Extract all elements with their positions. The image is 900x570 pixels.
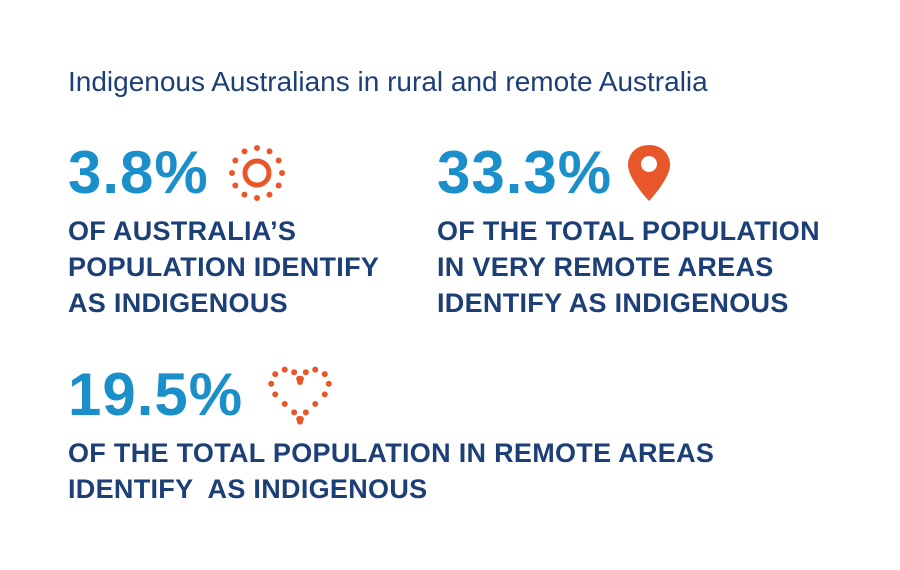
stat-indigenous-share: 3.8% OF AUSTRALIA’S POPULATION IDENTIFY AS… — [68, 143, 379, 321]
icon-dot — [241, 148, 248, 155]
stat-value: 19.5% — [68, 361, 244, 428]
icon-dot — [275, 182, 282, 189]
desc-line: OF AUSTRALIA’S — [68, 216, 297, 246]
stat-description: OF AUSTRALIA’S POPULATION IDENTIFY AS INDI… — [68, 213, 379, 321]
icon-dot — [232, 157, 239, 164]
stat-very-remote: 33.3% OF THE TOTAL POPULATION IN VERY REM… — [437, 143, 820, 321]
desc-line: POPULATION IDENTIFY — [68, 252, 380, 282]
stat-description: OF THE TOTAL POPULATION IN REMOTE AREAS I… — [68, 435, 714, 507]
map-pin-icon — [627, 145, 670, 201]
icon-dot — [321, 371, 328, 378]
icon-dot — [254, 195, 261, 201]
stat-value: 33.3% — [437, 139, 613, 206]
icon-dot — [271, 371, 278, 378]
icon-dot — [281, 366, 288, 373]
stat-value: 3.8% — [68, 139, 209, 206]
icon-dot — [295, 375, 302, 382]
icon-dot — [311, 400, 318, 407]
icon-dot — [321, 391, 328, 398]
page-title: Indigenous Australians in rural and remo… — [68, 66, 708, 97]
icon-dot — [266, 191, 273, 198]
icon-dot — [271, 391, 278, 398]
icon-dot — [266, 148, 273, 155]
icon-dot — [325, 380, 332, 387]
desc-line: OF THE TOTAL POPULATION — [437, 216, 820, 246]
desc-line: IDENTIFY AS INDIGENOUS — [68, 474, 428, 504]
icon-dot — [229, 170, 236, 176]
icon-dot — [275, 157, 282, 164]
stat-description: OF THE TOTAL POPULATION IN VERY REMOTE AR… — [437, 213, 820, 321]
stat-remote: 19.5% OF THE TOTAL POPULATION IN REMOTE … — [68, 365, 714, 507]
icon-dot — [302, 409, 309, 416]
sun-ring — [242, 158, 272, 188]
icon-dot — [254, 145, 261, 151]
desc-line: IN VERY REMOTE AREAS — [437, 252, 774, 282]
icon-dot — [267, 380, 274, 387]
icon-dot — [295, 415, 302, 422]
dotted-heart-icon — [267, 366, 332, 425]
desc-line: OF THE TOTAL POPULATION IN REMOTE AREAS — [68, 438, 715, 468]
icon-dot — [311, 366, 318, 373]
icon-dot — [279, 170, 286, 176]
icon-dot — [241, 191, 248, 198]
icon-dot — [232, 182, 239, 189]
icon-dot — [290, 369, 297, 376]
sun-icon — [229, 145, 286, 201]
desc-line: AS INDIGENOUS — [68, 288, 288, 318]
icon-dot — [302, 369, 309, 376]
desc-line: IDENTIFY AS INDIGENOUS — [437, 288, 789, 318]
icon-dot — [281, 400, 288, 407]
icon-dot — [290, 409, 297, 416]
